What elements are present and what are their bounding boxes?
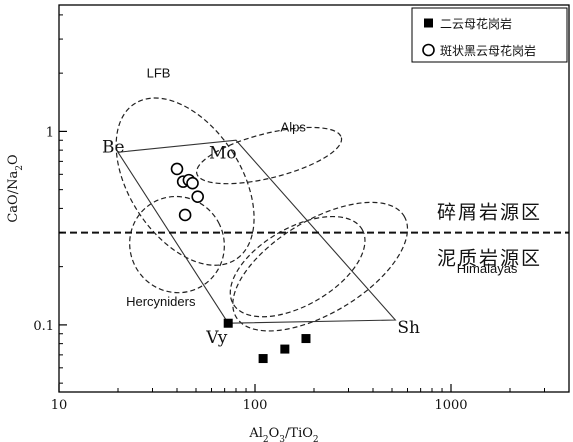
plot-frame — [58, 4, 570, 393]
legend-marker-0 — [424, 18, 433, 28]
legend-label-1: 斑状黑云母花岗岩 — [440, 43, 536, 58]
vertex-label-vy: Vy — [205, 328, 228, 348]
field-ellipse-himalayas — [232, 201, 409, 332]
y-tick-label-1: 1 — [46, 125, 54, 140]
field-ellipse-lfb — [115, 97, 255, 266]
y-tick-label-0: 0.1 — [33, 319, 54, 334]
field-label-alps: Alps — [281, 119, 307, 134]
chart-labels: LFB Alps Hercyniders Himalayas Be Mo Sh Vy 碎屑岩源区… — [102, 65, 542, 348]
series1-point-0 — [170, 162, 184, 176]
upper-region-label: 碎屑岩源区 — [437, 202, 542, 224]
series0-point-2 — [280, 344, 290, 354]
legend-box — [411, 7, 568, 63]
series0-point-1 — [258, 354, 268, 364]
x-axis-label: Al2O3/TiO2 — [248, 426, 318, 442]
y-axis-label: CaO/Na2O — [6, 154, 25, 222]
series1-point-4 — [191, 190, 204, 203]
series0-point-0 — [223, 318, 233, 328]
vertex-label-mo: Mo — [209, 143, 237, 163]
field-ellipse-alps — [196, 126, 343, 185]
vertex-label-be: Be — [102, 137, 125, 157]
x-tick-label-2: 1000 — [434, 398, 467, 413]
legend-label-0: 二云母花岗岩 — [440, 16, 512, 31]
field-ellipse-unlabeled-4 — [229, 215, 366, 318]
x-tick-label-1: 100 — [243, 398, 268, 413]
axes: 10 100 1000 0.1 1 Al2O3/TiO2 CaO/Na2O — [6, 4, 570, 442]
field-label-lfb: LFB — [147, 65, 171, 80]
x-tick-label-0: 10 — [51, 398, 68, 413]
field-label-himalayas: Himalayas — [457, 261, 518, 276]
vertex-label-sh: Sh — [397, 318, 420, 338]
field-ellipse-hercyniders — [129, 195, 225, 294]
field-ellipses — [115, 97, 409, 332]
mixing-polygon-outline — [117, 139, 397, 324]
mixing-polygon — [117, 139, 397, 324]
series0-point-3 — [301, 334, 311, 344]
lower-region-label: 泥质岩源区 — [437, 248, 542, 270]
data-points — [170, 162, 311, 364]
legend-marker-1 — [422, 43, 435, 57]
field-label-hercyniders: Hercyniders — [126, 294, 196, 309]
series1-point-3 — [186, 176, 199, 190]
series1-point-5 — [178, 208, 192, 222]
